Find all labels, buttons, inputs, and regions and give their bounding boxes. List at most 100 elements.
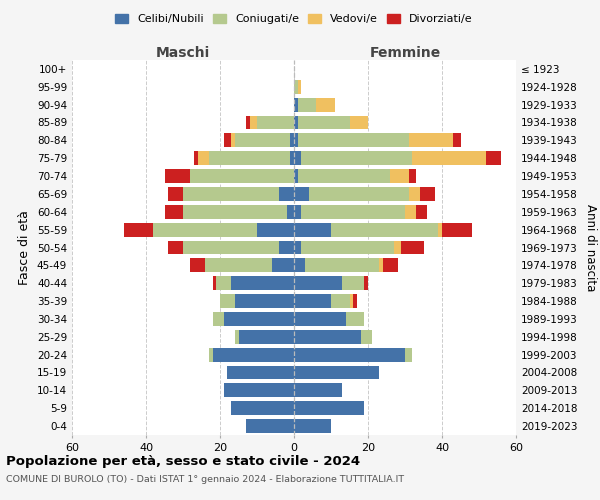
Bar bbox=[294, 116, 298, 130]
Bar bbox=[390, 169, 409, 183]
Bar bbox=[224, 312, 294, 326]
Bar bbox=[416, 205, 427, 219]
Bar bbox=[164, 169, 190, 183]
Text: Femmine: Femmine bbox=[370, 46, 440, 60]
Bar bbox=[294, 134, 298, 147]
Bar bbox=[290, 134, 294, 147]
Bar bbox=[294, 151, 301, 165]
Bar bbox=[394, 240, 401, 254]
Bar bbox=[183, 240, 279, 254]
Bar bbox=[246, 419, 294, 433]
Bar bbox=[294, 258, 305, 272]
Bar bbox=[198, 151, 209, 165]
Bar bbox=[231, 276, 294, 290]
Bar bbox=[235, 330, 239, 344]
Bar bbox=[316, 98, 335, 112]
Bar bbox=[235, 294, 294, 308]
Bar bbox=[453, 134, 461, 147]
Bar bbox=[383, 258, 398, 272]
Bar bbox=[349, 294, 353, 308]
Bar bbox=[331, 222, 438, 236]
Bar bbox=[346, 312, 364, 326]
Bar bbox=[331, 294, 349, 308]
Bar bbox=[294, 240, 301, 254]
Bar bbox=[190, 258, 205, 272]
Bar bbox=[257, 222, 294, 236]
Bar bbox=[224, 134, 231, 147]
Bar bbox=[212, 276, 217, 290]
Bar bbox=[294, 384, 342, 398]
Bar bbox=[305, 258, 379, 272]
Bar bbox=[412, 151, 487, 165]
Bar bbox=[361, 330, 372, 344]
Bar bbox=[190, 169, 294, 183]
Bar bbox=[272, 258, 294, 272]
Bar bbox=[294, 276, 342, 290]
Bar bbox=[353, 294, 357, 308]
Bar bbox=[438, 222, 442, 236]
Bar bbox=[194, 151, 198, 165]
Bar bbox=[257, 116, 294, 130]
Bar bbox=[294, 401, 364, 415]
Bar bbox=[409, 187, 420, 201]
Text: COMUNE DI BUROLO (TO) - Dati ISTAT 1° gennaio 2024 - Elaborazione TUTTITALIA.IT: COMUNE DI BUROLO (TO) - Dati ISTAT 1° ge… bbox=[6, 475, 404, 484]
Bar bbox=[235, 134, 290, 147]
Bar bbox=[294, 419, 331, 433]
Bar bbox=[220, 294, 235, 308]
Bar bbox=[294, 169, 298, 183]
Bar bbox=[212, 312, 224, 326]
Bar bbox=[298, 116, 349, 130]
Bar bbox=[405, 205, 416, 219]
Text: Maschi: Maschi bbox=[156, 46, 210, 60]
Bar bbox=[301, 240, 394, 254]
Bar bbox=[294, 366, 379, 380]
Text: Popolazione per età, sesso e stato civile - 2024: Popolazione per età, sesso e stato civil… bbox=[6, 455, 360, 468]
Bar bbox=[224, 384, 294, 398]
Bar bbox=[405, 348, 412, 362]
Bar bbox=[205, 258, 272, 272]
Bar bbox=[294, 98, 298, 112]
Bar bbox=[379, 258, 383, 272]
Y-axis label: Fasce di età: Fasce di età bbox=[19, 210, 31, 285]
Y-axis label: Anni di nascita: Anni di nascita bbox=[584, 204, 597, 291]
Bar bbox=[294, 205, 301, 219]
Bar bbox=[298, 98, 316, 112]
Bar bbox=[294, 312, 346, 326]
Legend: Celibi/Nubili, Coniugati/e, Vedovi/e, Divorziati/e: Celibi/Nubili, Coniugati/e, Vedovi/e, Di… bbox=[111, 10, 477, 29]
Bar bbox=[294, 348, 405, 362]
Bar bbox=[420, 187, 434, 201]
Bar bbox=[290, 151, 294, 165]
Bar bbox=[309, 187, 409, 201]
Bar bbox=[301, 205, 405, 219]
Bar bbox=[409, 169, 416, 183]
Bar bbox=[294, 187, 309, 201]
Bar bbox=[298, 169, 390, 183]
Bar bbox=[349, 116, 368, 130]
Bar bbox=[294, 294, 331, 308]
Bar bbox=[216, 276, 231, 290]
Bar bbox=[168, 187, 183, 201]
Bar bbox=[183, 187, 279, 201]
Bar bbox=[227, 366, 294, 380]
Bar bbox=[287, 205, 294, 219]
Bar bbox=[231, 401, 294, 415]
Bar bbox=[364, 276, 368, 290]
Bar bbox=[294, 330, 361, 344]
Bar bbox=[239, 330, 294, 344]
Bar bbox=[401, 240, 424, 254]
Bar bbox=[250, 116, 257, 130]
Bar bbox=[294, 222, 331, 236]
Bar bbox=[342, 276, 364, 290]
Bar bbox=[209, 348, 212, 362]
Bar bbox=[154, 222, 257, 236]
Bar bbox=[212, 348, 294, 362]
Bar bbox=[409, 134, 453, 147]
Bar bbox=[209, 151, 290, 165]
Bar bbox=[246, 116, 250, 130]
Bar bbox=[183, 205, 287, 219]
Bar bbox=[279, 187, 294, 201]
Bar bbox=[298, 80, 301, 94]
Bar bbox=[301, 151, 412, 165]
Bar bbox=[279, 240, 294, 254]
Bar bbox=[294, 80, 298, 94]
